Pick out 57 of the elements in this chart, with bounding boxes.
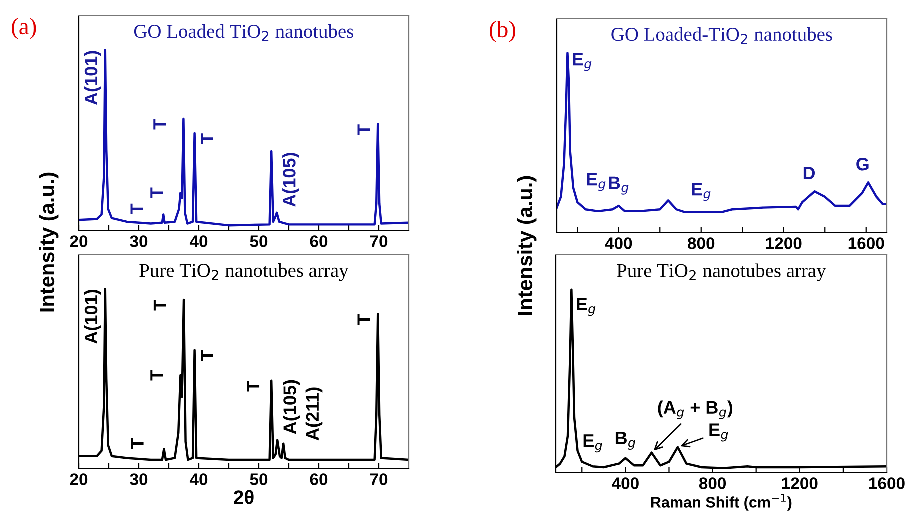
annotation: E$_{g}$ (577, 298, 596, 316)
annotation: T (150, 370, 164, 381)
annotation: T (130, 204, 144, 215)
x-tick-label: 60 (310, 236, 328, 248)
chart-title: Pure TiO$_{2}$ nanotubes array (617, 264, 826, 282)
annotation: T (154, 119, 166, 130)
annotation: E$_{g}$ (573, 53, 592, 72)
x-tick-label: 20 (70, 236, 88, 248)
x-tick-label: 400 (612, 478, 639, 490)
x-axis-title: 2θ (234, 490, 254, 504)
annotation: E$_{g}$ (692, 183, 711, 202)
chart-title: Pure TiO$_{2}$ nanotubes array (140, 264, 349, 282)
annotation: T (201, 350, 214, 362)
annotation: A(211) (306, 388, 323, 441)
x-tick-label: 800 (688, 238, 715, 250)
annotation: A(101) (84, 51, 102, 106)
chart-title: GO Loaded-TiO$_{2}$ nanotubes (612, 27, 832, 44)
x-axis-title: Raman Shift (cm$^{−1}$) (651, 494, 792, 511)
x-tick-label: 800 (699, 478, 726, 490)
x-tick-label: 30 (130, 474, 148, 486)
annotation: A(101) (84, 290, 102, 344)
annotation: B$_{g}$ (616, 432, 636, 450)
chart-title: GO Loaded TiO$_{2}$ nanotubes (134, 24, 354, 42)
annotation: B$_{g}$ (609, 176, 629, 195)
annotation: T (358, 314, 370, 326)
x-tick-label: 60 (310, 474, 328, 486)
annotation: T (358, 124, 370, 136)
x-tick-label: 40 (190, 236, 208, 248)
annotation: T (201, 134, 214, 144)
x-tick-label: 40 (190, 474, 208, 486)
x-tick-label: 20 (70, 474, 88, 486)
x-tick-label: 50 (250, 474, 268, 486)
x-tick-label: 1200 (766, 238, 802, 250)
annotation: E$_{g}$ (584, 434, 602, 453)
annotation: E$_{g}$ (710, 424, 728, 442)
x-tick-label: 1200 (782, 478, 818, 490)
annotation: (A$_{g}$ + B$_{g}$) (658, 400, 733, 420)
x-tick-label: 30 (130, 236, 148, 248)
annotation: E$_{g}$ (587, 173, 606, 192)
x-tick-label: 70 (370, 474, 388, 486)
x-tick-label: 70 (370, 236, 388, 248)
annotation: G (856, 158, 869, 171)
annotation: T (247, 381, 260, 392)
x-tick-label: 400 (605, 238, 632, 250)
y-axis-title: Intensity (a.u.) (517, 176, 537, 316)
annotation: T (154, 300, 166, 311)
annotation: T (150, 188, 164, 198)
annotation: D (804, 167, 816, 180)
x-tick-label: 1600 (870, 478, 905, 490)
y-axis-title: Intensity (a.u.) (39, 172, 59, 312)
x-tick-label: 50 (250, 236, 268, 248)
text: (b) (490, 21, 516, 42)
annotation: A(105) (282, 153, 300, 207)
x-tick-label: 1600 (848, 238, 884, 250)
annotation: A(105) (283, 380, 300, 434)
annotation: T (131, 438, 144, 450)
text: (a) (12, 18, 36, 40)
